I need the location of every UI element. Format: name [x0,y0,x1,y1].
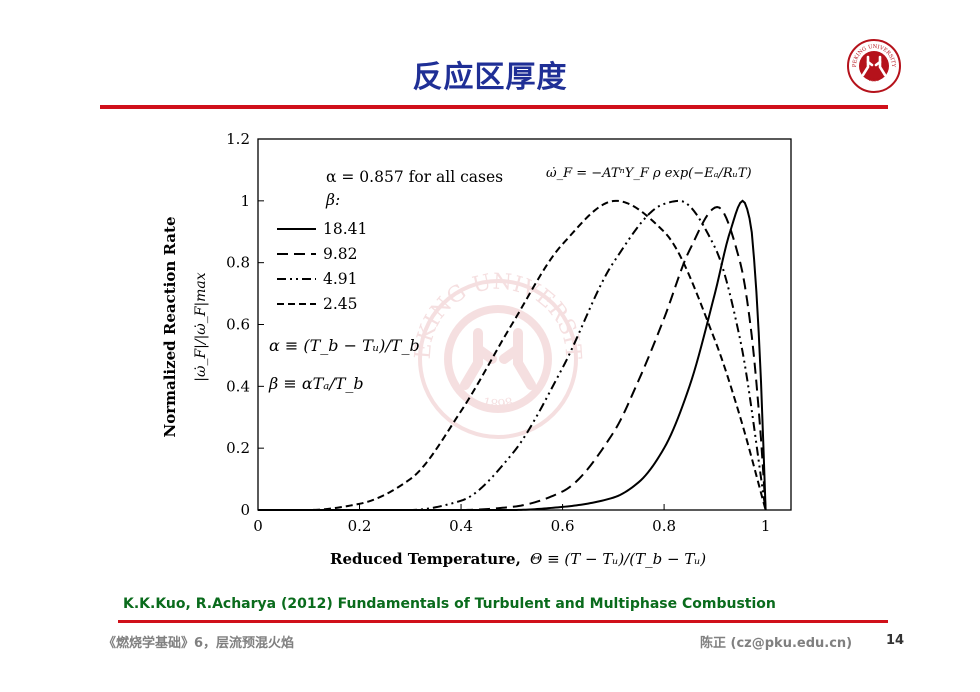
series-line-beta-9.82 [258,205,767,511]
y-tick-label: 0 [240,501,250,519]
y-tick-label: 1 [240,192,250,210]
logo-year: 1898 [868,77,881,84]
x-tick-label: 0.4 [449,517,473,535]
y-tick-label: 0.6 [226,316,250,334]
footer-rule [118,620,888,623]
y-tick-label: 1.2 [226,130,250,148]
legend-label: 18.41 [323,220,367,238]
legend-label: 4.91 [323,270,358,288]
x-tick-label: 0.8 [652,517,676,535]
slide-title: 反应区厚度 [412,60,568,95]
reaction-rate-chart: PEKING UNIVERSITY 1898 00.20.40.60.8100.… [155,127,805,577]
legend-label: 2.45 [323,295,358,313]
legend-label: 9.82 [323,245,358,263]
x-tick-label: 0 [253,517,263,535]
page-number: 14 [886,633,905,648]
y-axis-label-math: |ω̇_F|/|ω̇_F|max [193,272,209,381]
watermark-year: 1898 [481,395,516,412]
rate-equation: ω̇_F = −ATⁿY_F ρ exp(−Eₐ/RᵤT) [546,166,752,181]
beta-label: β: [325,191,340,209]
y-tick-label: 0.2 [226,439,250,457]
footer-course-title: 《燃烧学基础》6，层流预混火焰 [103,636,295,651]
x-axis-label-prefix: Reduced Temperature, [330,550,521,568]
x-tick-label: 0.2 [348,517,372,535]
peking-university-logo: PEKING UNIVERSITY 1898 [847,39,901,93]
x-tick-label: 0.6 [551,517,575,535]
x-tick-label: 1 [761,517,771,535]
citation: K.K.Kuo, R.Acharya (2012) Fundamentals o… [123,596,776,612]
x-axis-label-math: Θ ≡ (T − Tᵤ)/(T_b − Tᵤ) [530,550,706,568]
figure-background [155,127,805,577]
series-line-beta-2.45 [258,199,767,511]
footer-author-email: 陈正 (cz@pku.edu.cn) [700,636,853,651]
y-tick-label: 0.8 [226,254,250,272]
alpha-definition: α ≡ (T_b − Tᵤ)/T_b [269,336,420,355]
title-rule [100,105,888,109]
y-axis-label: Normalized Reaction Rate [161,216,179,437]
beta-definition: β ≡ αTₐ/T_b [268,374,364,393]
y-tick-label: 0.4 [226,377,250,395]
alpha-note: α = 0.857 for all cases [326,168,503,186]
